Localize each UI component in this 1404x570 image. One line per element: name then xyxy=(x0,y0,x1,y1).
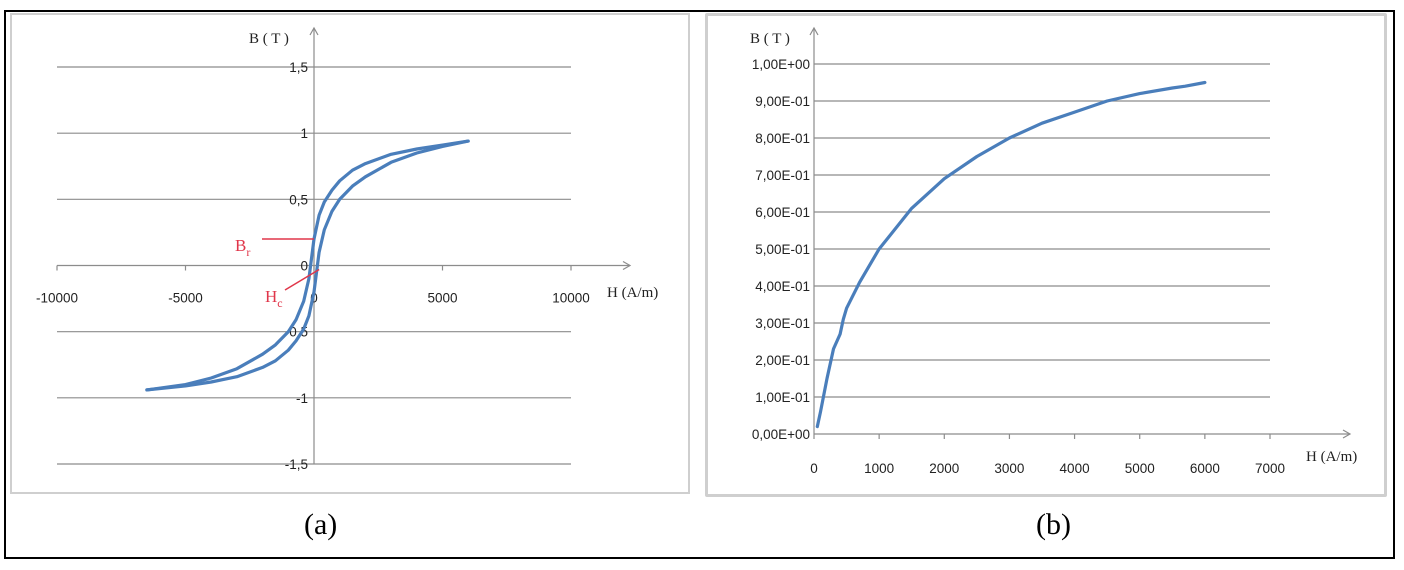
y-axis-title-a: B ( T ) xyxy=(249,31,289,47)
x-axis-arrow-b xyxy=(1342,429,1352,439)
y-tick-label-a-2: 0,5 xyxy=(289,192,308,207)
y-tick-label-a-5: -1 xyxy=(296,391,308,406)
caption-b: (b) xyxy=(1036,508,1071,541)
y-axis-title-b: B ( T ) xyxy=(750,31,790,47)
x-tick-label-b-3: 3000 xyxy=(994,461,1024,476)
hc-leader-line xyxy=(284,268,320,291)
x-tick-label-b-0: 0 xyxy=(810,461,818,476)
x-tick-label-b-6: 6000 xyxy=(1190,461,1220,476)
caption-a: (a) xyxy=(304,508,338,541)
y-tick-label-b-6: 4,00E-01 xyxy=(755,279,810,294)
x-tick-label-a-0: -10000 xyxy=(36,291,78,306)
y-axis-arrow-b xyxy=(809,26,819,36)
y-tick-label-b-10: 0,00E+00 xyxy=(752,427,810,442)
y-tick-label-b-9: 1,00E-01 xyxy=(755,390,810,405)
chart-panel-a xyxy=(10,13,690,494)
hc-annotation: Hc xyxy=(265,287,283,310)
magnetization-curve-1 xyxy=(815,80,1207,429)
y-tick-label-a-0: 1,5 xyxy=(289,60,308,75)
x-tick-label-b-5: 5000 xyxy=(1125,461,1155,476)
y-axis-arrow-a xyxy=(309,26,319,36)
y-tick-label-b-0: 1,00E+00 xyxy=(752,57,810,72)
x-axis-title-b: H (A/m) xyxy=(1306,449,1357,465)
y-tick-label-a-1: 1 xyxy=(300,126,308,141)
y-tick-label-a-3: 0 xyxy=(300,259,308,274)
y-tick-label-b-4: 6,00E-01 xyxy=(755,205,810,220)
x-tick-label-b-1: 1000 xyxy=(864,461,894,476)
x-tick-label-b-4: 4000 xyxy=(1060,461,1090,476)
x-tick-label-a-3: 5000 xyxy=(427,291,457,306)
y-tick-label-b-8: 2,00E-01 xyxy=(755,353,810,368)
y-tick-label-b-3: 7,00E-01 xyxy=(755,168,810,183)
x-axis-arrow-a xyxy=(622,260,632,271)
y-tick-label-b-5: 5,00E-01 xyxy=(755,242,810,257)
x-tick-label-b-2: 2000 xyxy=(929,461,959,476)
x-tick-label-a-1: -5000 xyxy=(168,291,203,306)
y-tick-label-b-1: 9,00E-01 xyxy=(755,94,810,109)
x-axis-title-a: H (A/m) xyxy=(607,285,658,301)
y-tick-label-b-2: 8,00E-01 xyxy=(755,131,810,146)
x-tick-label-a-4: 10000 xyxy=(552,291,590,306)
x-tick-label-b-7: 7000 xyxy=(1255,461,1285,476)
hysteresis-branch-2 xyxy=(145,139,470,392)
br-annotation: Br xyxy=(235,236,250,259)
y-tick-label-a-6: -1,5 xyxy=(285,457,308,472)
y-tick-label-b-7: 3,00E-01 xyxy=(755,316,810,331)
